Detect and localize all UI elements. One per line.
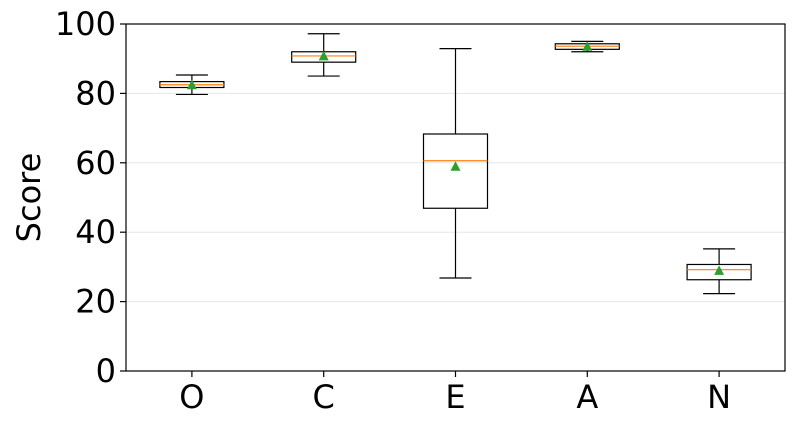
- y-tick-label-60: 60: [75, 144, 116, 182]
- box-A: [554, 40, 620, 53]
- y-tick-label-0: 0: [96, 352, 116, 390]
- x-tick-label-E: E: [445, 378, 465, 416]
- mean-marker-C: [318, 50, 329, 61]
- y-axis-title: Score: [10, 153, 48, 243]
- iqr-box-E: [422, 133, 489, 209]
- mean-marker-A: [582, 41, 593, 51]
- y-tick-label-80: 80: [75, 74, 116, 112]
- y-tick-label-40: 40: [75, 213, 116, 251]
- x-tick-label-A: A: [576, 378, 598, 416]
- mean-marker-E: [450, 161, 461, 171]
- box-O: [159, 74, 225, 96]
- mean-marker-N: [714, 265, 725, 275]
- iqr-box-N: [686, 263, 752, 281]
- box-C: [291, 33, 357, 77]
- box-E: [422, 48, 489, 279]
- x-tick-label-O: O: [179, 378, 204, 416]
- box-N: [686, 248, 752, 295]
- boxes: [159, 33, 752, 295]
- x-tick-label-C: C: [313, 378, 335, 416]
- y-tick-label-100: 100: [55, 5, 116, 43]
- y-tick-label-20: 20: [75, 283, 116, 321]
- mean-marker-O: [186, 79, 197, 90]
- x-tick-label-N: N: [707, 378, 731, 416]
- ticks: 0 20 40 60 80 100 O C E A N: [55, 5, 731, 416]
